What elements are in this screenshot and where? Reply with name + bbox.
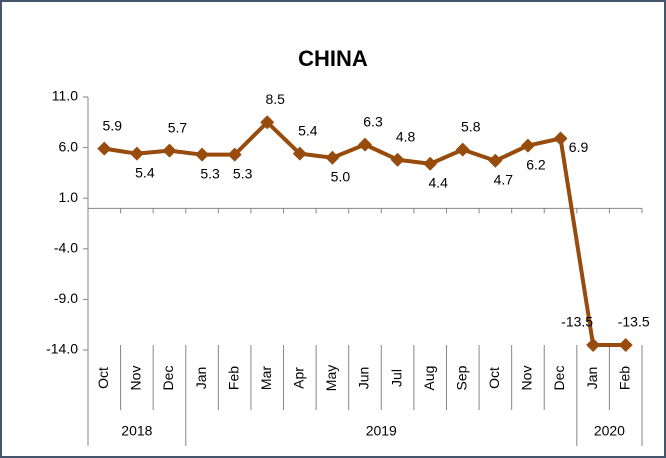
point-marker bbox=[325, 150, 340, 165]
data-label: 6.3 bbox=[363, 113, 383, 129]
point-marker bbox=[520, 138, 535, 153]
point-marker bbox=[195, 147, 210, 162]
data-label: 5.9 bbox=[103, 117, 123, 133]
x-tick-label: Jun bbox=[356, 367, 372, 390]
group-label: 2018 bbox=[121, 423, 152, 439]
point-marker bbox=[488, 153, 503, 168]
data-label: 8.5 bbox=[266, 91, 286, 107]
point-marker bbox=[227, 147, 242, 162]
chart-title: CHINA bbox=[298, 46, 368, 71]
x-tick-label: Oct bbox=[95, 367, 111, 389]
data-label: 6.9 bbox=[569, 139, 589, 155]
x-tick-label: Jan bbox=[584, 367, 600, 390]
data-label: -13.5 bbox=[618, 314, 650, 330]
data-label: 5.0 bbox=[331, 168, 351, 184]
group-label: 2020 bbox=[594, 423, 625, 439]
x-tick-label: Sep bbox=[453, 365, 469, 390]
point-marker bbox=[390, 152, 405, 167]
data-label: 4.4 bbox=[428, 174, 448, 190]
x-tick-label: Aug bbox=[421, 366, 437, 391]
x-tick-label: Nov bbox=[128, 366, 144, 391]
y-tick-label: 6.0 bbox=[59, 138, 79, 154]
x-tick-label: May bbox=[323, 365, 339, 391]
data-label: 4.8 bbox=[396, 128, 416, 144]
point-marker bbox=[455, 142, 470, 157]
data-label: 5.7 bbox=[168, 119, 188, 135]
y-tick-label: -4.0 bbox=[54, 240, 78, 256]
x-tick-label: Dec bbox=[551, 366, 567, 391]
point-marker bbox=[129, 146, 144, 161]
x-tick-label: Apr bbox=[291, 367, 307, 389]
point-marker bbox=[97, 141, 112, 156]
x-tick-label: Nov bbox=[519, 366, 535, 391]
data-label: 5.4 bbox=[135, 164, 155, 180]
point-marker bbox=[358, 137, 372, 152]
x-tick-label: Mar bbox=[258, 366, 274, 390]
data-label: 5.3 bbox=[200, 165, 220, 181]
point-marker bbox=[260, 115, 275, 130]
x-tick-label: Jul bbox=[388, 369, 404, 387]
point-marker bbox=[292, 146, 307, 161]
y-tick-label: 11.0 bbox=[52, 88, 78, 104]
y-tick-label: -14.0 bbox=[46, 341, 78, 357]
data-label: 4.7 bbox=[494, 171, 514, 187]
point-marker bbox=[586, 337, 601, 352]
data-label: 5.3 bbox=[233, 165, 253, 181]
x-tick-label: Oct bbox=[486, 367, 502, 389]
y-tick-label: -9.0 bbox=[54, 290, 78, 306]
data-label: 6.2 bbox=[526, 156, 546, 172]
x-tick-label: Jan bbox=[193, 367, 209, 390]
point-marker bbox=[553, 131, 568, 146]
point-marker bbox=[618, 337, 633, 352]
data-label: 5.4 bbox=[298, 122, 318, 138]
group-label: 2019 bbox=[366, 423, 397, 439]
x-tick-label: Feb bbox=[225, 366, 241, 390]
y-tick-label: 1.0 bbox=[59, 189, 79, 205]
point-marker bbox=[162, 143, 177, 158]
x-tick-label: Dec bbox=[160, 366, 176, 391]
x-tick-label: Feb bbox=[616, 366, 632, 390]
point-marker bbox=[423, 156, 438, 171]
data-label: -13.5 bbox=[561, 314, 593, 330]
data-label: 5.8 bbox=[461, 118, 481, 134]
